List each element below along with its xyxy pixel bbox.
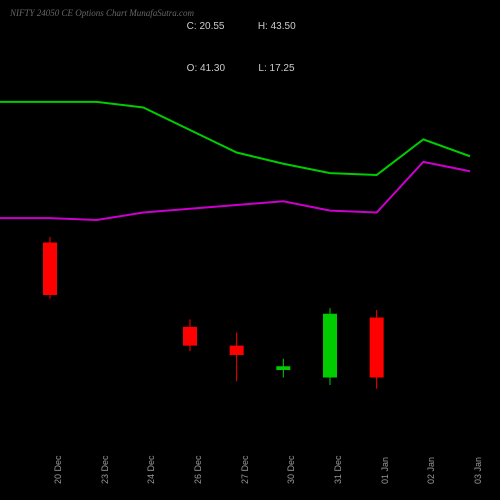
x-axis-tick-label: 02 Jan bbox=[426, 457, 436, 484]
chart-root: { "canvas": { "width": 500, "height": 50… bbox=[0, 0, 500, 500]
x-axis-tick-label: 24 Dec bbox=[146, 455, 156, 484]
x-axis-tick-label: 01 Jan bbox=[380, 457, 390, 484]
x-axis-labels: 20 Dec 23 Dec 24 Dec 26 Dec 27 Dec 30 Dec 31 D… bbox=[0, 440, 500, 500]
x-axis-tick-label: 31 Dec bbox=[333, 455, 343, 484]
x-axis-tick-label: 26 Dec bbox=[193, 455, 203, 484]
candle-body bbox=[276, 366, 290, 370]
x-axis-tick-label: 23 Dec bbox=[100, 455, 110, 484]
candle-body bbox=[323, 314, 337, 378]
x-axis-tick-label: 20 Dec bbox=[53, 455, 63, 484]
x-axis-tick-label: 30 Dec bbox=[286, 455, 296, 484]
candle-body bbox=[230, 346, 244, 355]
candle-body bbox=[370, 318, 384, 378]
candle-body bbox=[43, 243, 57, 296]
lower-band-line bbox=[0, 162, 470, 220]
price-chart bbox=[0, 0, 500, 500]
x-axis-tick-label: 03 Jan bbox=[473, 457, 483, 484]
candle-body bbox=[183, 327, 197, 346]
x-axis-tick-label: 27 Dec bbox=[240, 455, 250, 484]
upper-band-line bbox=[0, 102, 470, 175]
